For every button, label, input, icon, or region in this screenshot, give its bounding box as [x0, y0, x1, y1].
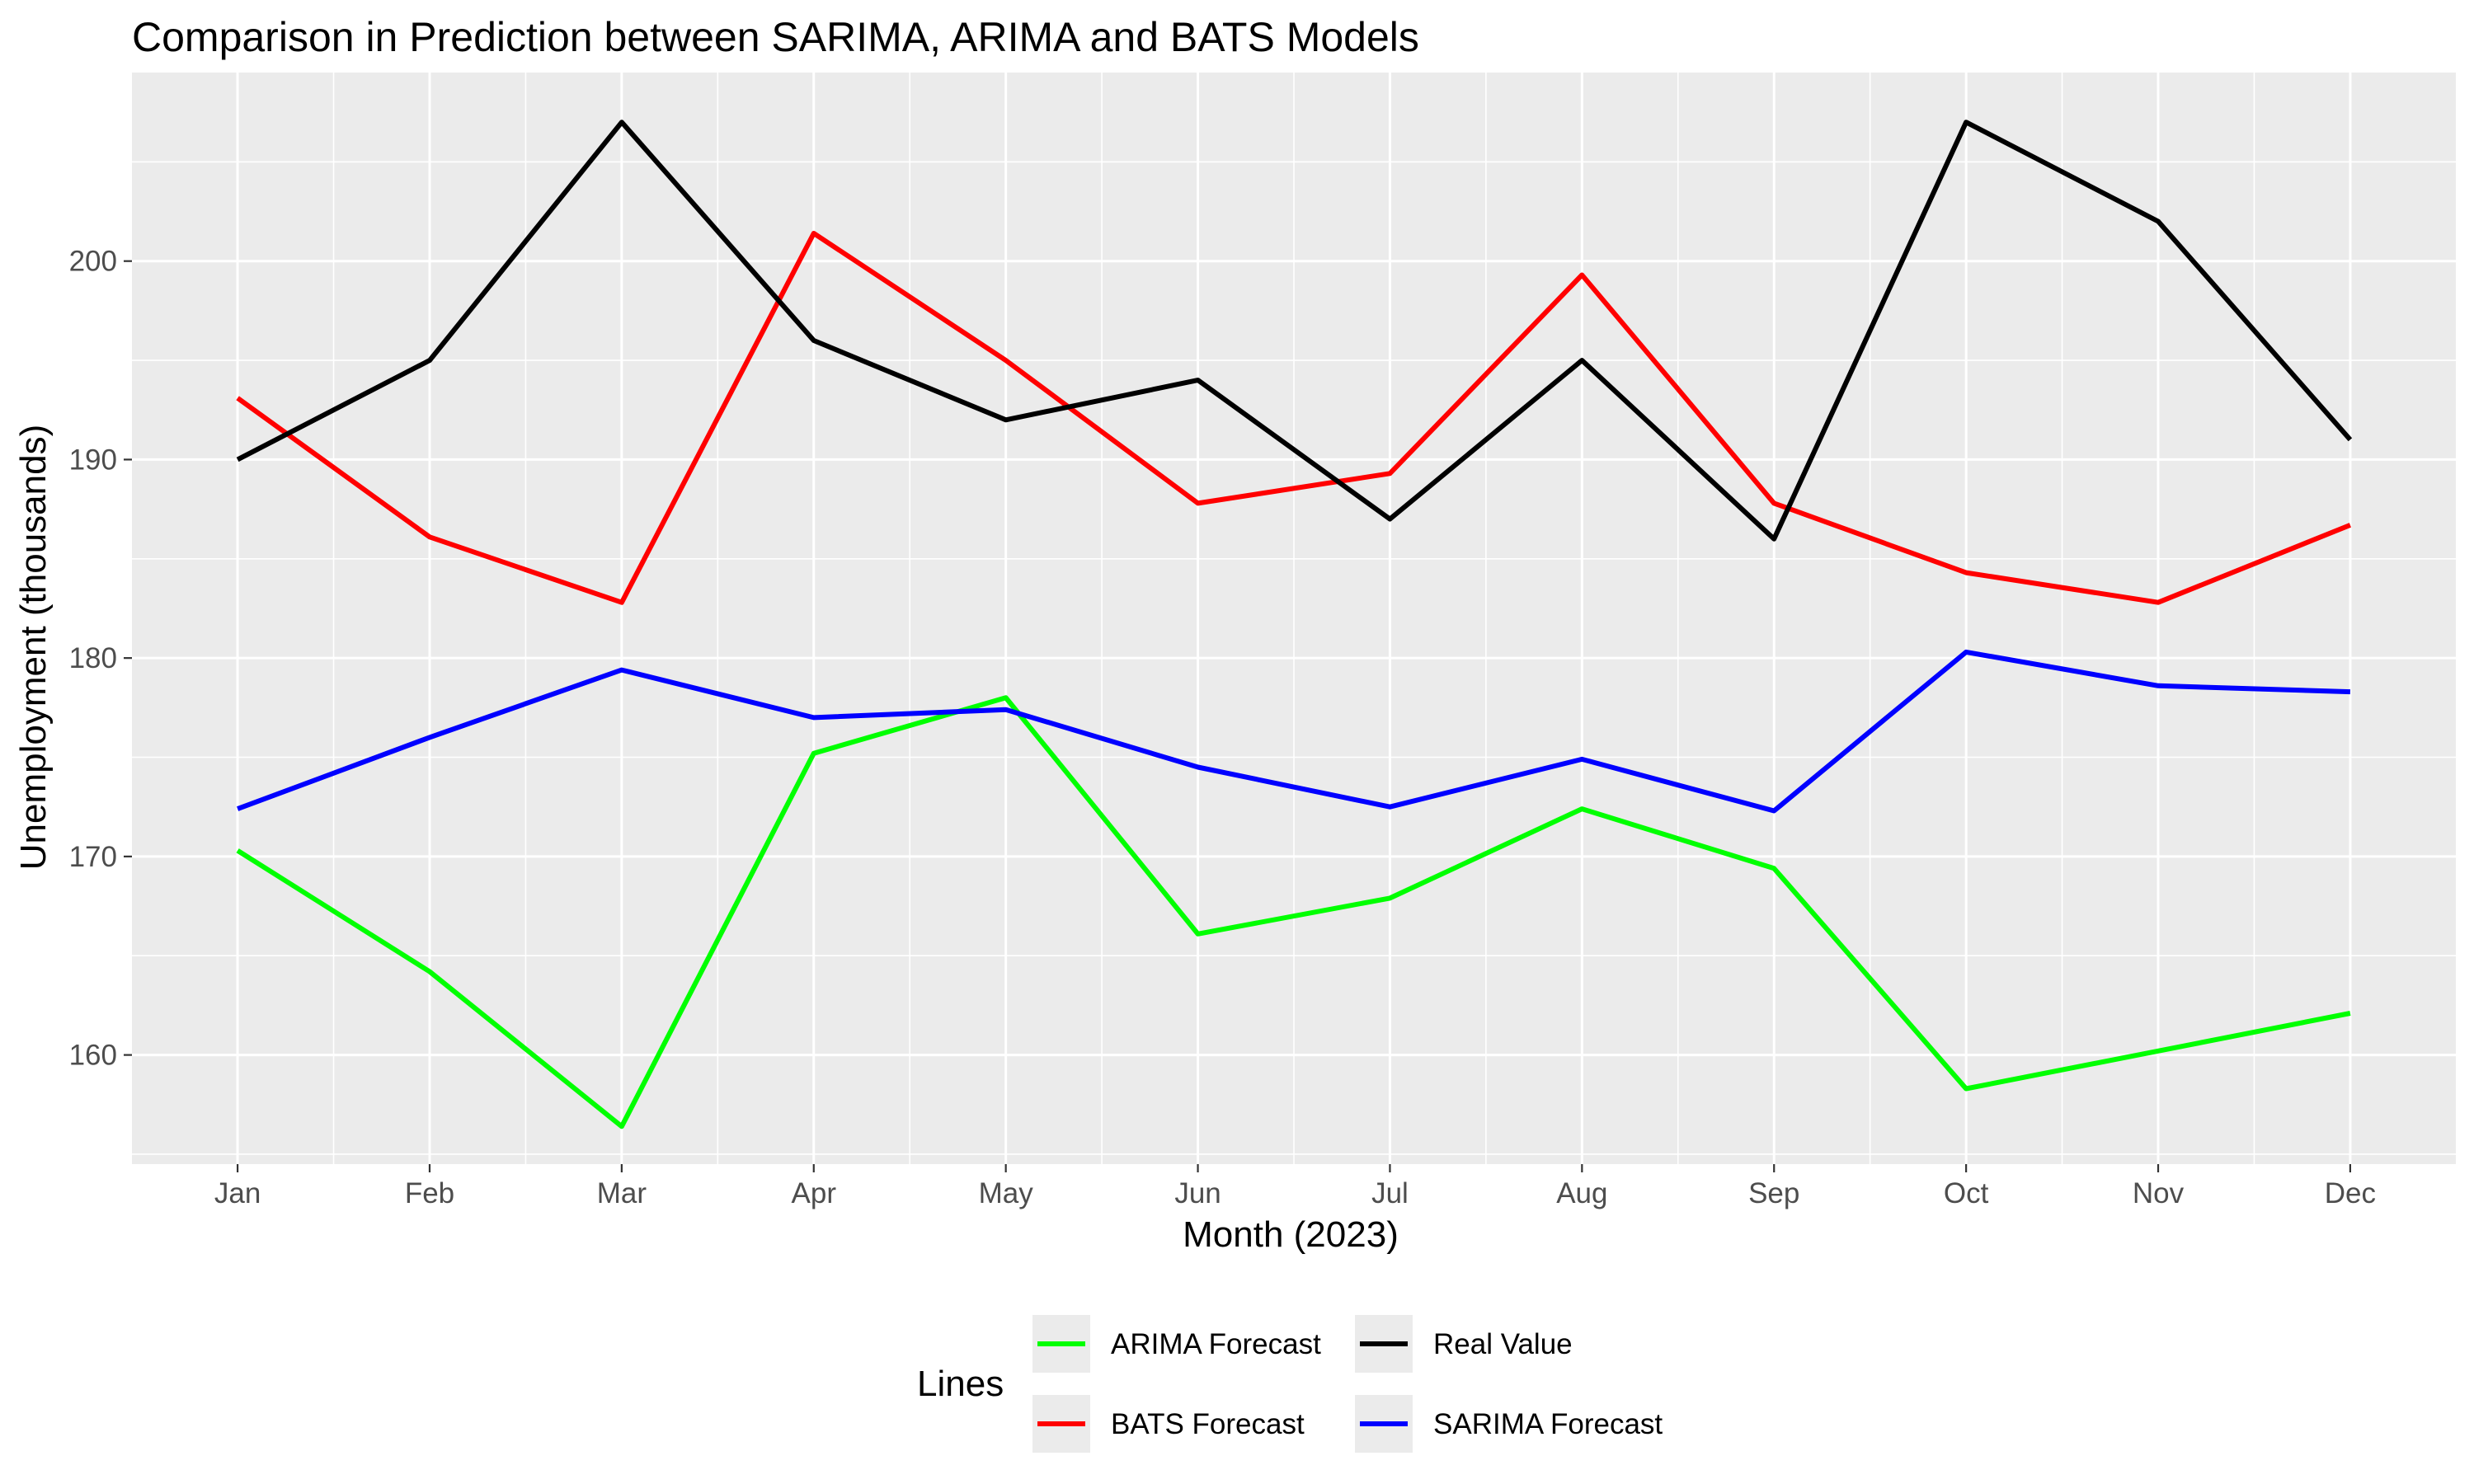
legend: Lines ARIMA Forecast BATS Forecast Real Va… [917, 1315, 1663, 1453]
x-axis: Jan Feb Mar Apr May Jun Jul Aug Sep Oct Nov Dec [214, 1164, 2376, 1209]
y-axis-title: Unemployment (thousands) [13, 425, 54, 870]
series-line-real-value [236, 120, 2353, 542]
x-tick-label: Oct [1944, 1177, 1989, 1209]
x-tick-label: May [979, 1177, 1034, 1209]
series-line-arima-forecast [236, 695, 2351, 1129]
y-tick-label: 170 [69, 841, 117, 873]
major-gridlines [132, 73, 2456, 1164]
y-tick-label: 180 [69, 642, 117, 674]
x-tick-label: Jan [214, 1177, 261, 1209]
series-line-sarima-forecast [237, 649, 2350, 814]
y-axis: 160 170 180 190 200 [69, 246, 132, 1072]
series-line-bats-forecast [236, 231, 2352, 605]
legend-label-sarima-forecast: SARIMA Forecast [1433, 1408, 1663, 1440]
x-tick-label: Sep [1748, 1177, 1799, 1209]
x-tick-label: Aug [1556, 1177, 1607, 1209]
y-tick-label: 190 [69, 444, 117, 476]
x-tick-label: Apr [792, 1177, 837, 1209]
legend-title: Lines [917, 1364, 1004, 1404]
chart-title: Comparison in Prediction between SARIMA,… [132, 14, 1419, 60]
x-tick-label: Jun [1174, 1177, 1221, 1209]
legend-label-real-value: Real Value [1433, 1328, 1573, 1360]
legend-label-bats-forecast: BATS Forecast [1111, 1408, 1305, 1440]
x-tick-label: Feb [405, 1177, 454, 1209]
x-tick-label: Dec [2325, 1177, 2376, 1209]
series-lines [236, 120, 2353, 1129]
x-tick-label: Mar [597, 1177, 647, 1209]
y-tick-label: 200 [69, 246, 117, 278]
y-tick-label: 160 [69, 1040, 117, 1072]
minor-gridlines [132, 73, 2456, 1164]
x-tick-label: Jul [1371, 1177, 1409, 1209]
x-tick-label: Nov [2133, 1177, 2185, 1209]
x-axis-title: Month (2023) [1183, 1214, 1399, 1255]
legend-label-arima-forecast: ARIMA Forecast [1111, 1328, 1321, 1360]
